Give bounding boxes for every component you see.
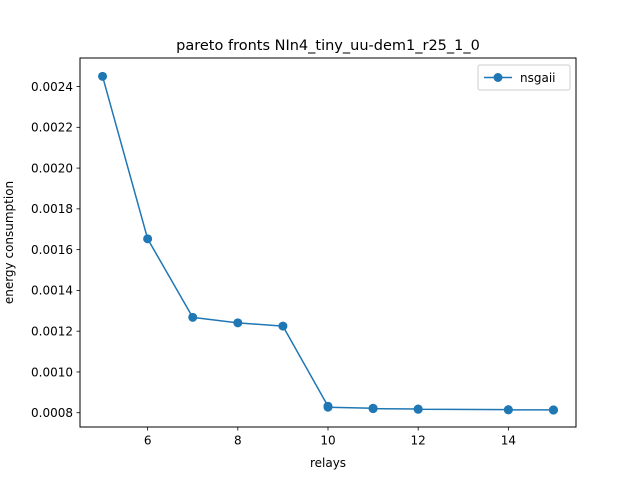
y-tick-label: 0.0012 — [31, 324, 73, 338]
y-tick-label: 0.0018 — [31, 202, 73, 216]
data-point — [323, 402, 333, 412]
y-tick-label: 0.0016 — [31, 243, 73, 257]
y-axis-ticks: 0.0008 0.0010 0.0012 0.0014 0.0016 0.0018 0.00… — [31, 80, 80, 420]
data-point — [548, 405, 558, 415]
x-axis-ticks: 6 8 10 12 14 — [144, 427, 516, 448]
chart-title: pareto fronts NIn4_tiny_uu-dem1_r25_1_0 — [176, 38, 480, 54]
series-layer — [98, 71, 558, 415]
x-tick-label: 8 — [234, 434, 242, 448]
y-axis-label: energy consumption — [2, 181, 16, 304]
legend-marker-sample — [493, 73, 503, 82]
x-tick-label: 6 — [144, 434, 152, 448]
x-tick-label: 14 — [501, 434, 516, 448]
data-point — [278, 321, 288, 331]
y-tick-label: 0.0022 — [31, 121, 73, 135]
y-tick-label: 0.0010 — [31, 365, 73, 379]
x-tick-label: 12 — [411, 434, 426, 448]
y-tick-label: 0.0008 — [31, 406, 73, 420]
y-tick-label: 0.0020 — [31, 161, 73, 175]
data-point — [98, 71, 108, 81]
data-point — [413, 404, 423, 414]
legend: nsgaii — [477, 64, 571, 91]
y-tick-label: 0.0014 — [31, 284, 73, 298]
y-tick-label: 0.0024 — [31, 80, 73, 94]
data-point — [503, 405, 513, 415]
data-point — [233, 318, 243, 328]
x-tick-label: 10 — [320, 434, 335, 448]
legend-box — [477, 64, 571, 91]
data-point — [143, 234, 153, 244]
x-axis-label: relays — [310, 456, 346, 470]
data-point — [368, 404, 378, 414]
data-point — [188, 312, 198, 322]
legend-entry-nsgaii: nsgaii — [520, 71, 556, 85]
